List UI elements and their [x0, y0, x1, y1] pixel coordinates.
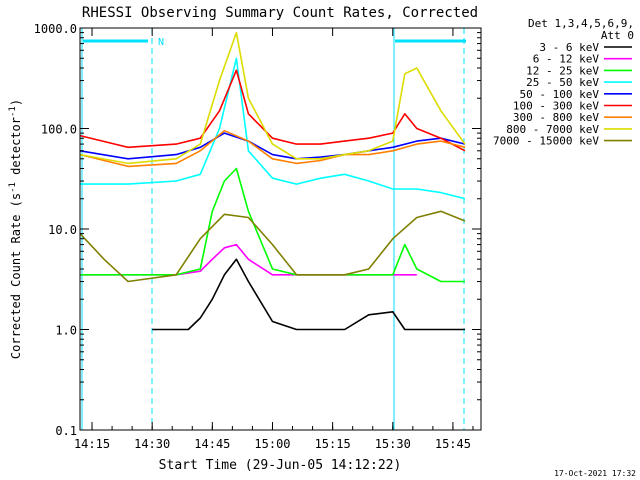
series-line-8	[79, 31, 466, 165]
legend-label-2: 6 - 12 keV	[533, 53, 600, 66]
series-line-1	[152, 258, 465, 331]
y-axis-label-end: )	[9, 99, 23, 106]
axes: 14:15 14:30 14:45 15:00 15:15 15:30 15:45 1000.…	[34, 22, 482, 451]
y-tick-label-3: 1.0	[55, 324, 77, 338]
series-line-9	[79, 210, 466, 283]
x-tick-label-5: 15:30	[375, 437, 411, 451]
y-axis-label: Corrected Count Rate (s-1 detector-1)	[8, 99, 23, 359]
x-tick-label-1: 14:30	[134, 437, 170, 451]
y-axis-label-main: Corrected Count Rate (s	[9, 193, 23, 359]
legend-label-9: 7000 - 15000 keV	[493, 135, 599, 148]
plot-area: N	[79, 28, 466, 430]
x-tick-label-6: 15:45	[435, 437, 471, 451]
night-marker: N	[158, 37, 164, 48]
timestamp: 17-Oct-2021 17:32	[554, 469, 636, 478]
legend-label-3: 12 - 25 keV	[526, 64, 599, 77]
y-tick-label-1: 100.0	[41, 123, 77, 137]
x-axis-label: Start Time (29-Jun-05 14:12:22)	[159, 458, 402, 473]
y-tick-label-4: 0.1	[55, 424, 77, 438]
legend-label-8: 800 - 7000 keV	[506, 123, 599, 136]
y-tick-label-0: 1000.0	[34, 22, 77, 36]
x-tick-label-3: 15:00	[254, 437, 290, 451]
legend-label-4: 25 - 50 keV	[526, 76, 599, 89]
legend-label-6: 100 - 300 keV	[513, 100, 599, 113]
x-tick-label-4: 15:15	[315, 437, 351, 451]
series-line-3	[80, 167, 465, 283]
y-tick-label-2: 10.0	[48, 223, 77, 237]
legend-label-1: 3 - 6 keV	[539, 41, 599, 54]
legend-header-2: Att 0	[601, 29, 634, 42]
series-line-7	[79, 129, 466, 168]
x-tick-label-2: 14:45	[194, 437, 230, 451]
chart-title: RHESSI Observing Summary Count Rates, Co…	[82, 5, 478, 21]
y-axis-label-mid: detector	[9, 117, 23, 182]
y-axis-label-sup1: -1	[8, 182, 18, 193]
series-line-6	[79, 69, 466, 152]
plot-frame	[79, 27, 482, 431]
legend-header-1: Det 1,3,4,5,6,9,	[528, 17, 634, 30]
y-axis-label-sup2: -1	[8, 106, 18, 117]
series-line-4	[80, 57, 466, 200]
legend-label-7: 300 - 800 keV	[513, 111, 599, 124]
legend-label-5: 50 - 100 keV	[520, 88, 600, 101]
x-tick-label-0: 14:15	[74, 437, 110, 451]
